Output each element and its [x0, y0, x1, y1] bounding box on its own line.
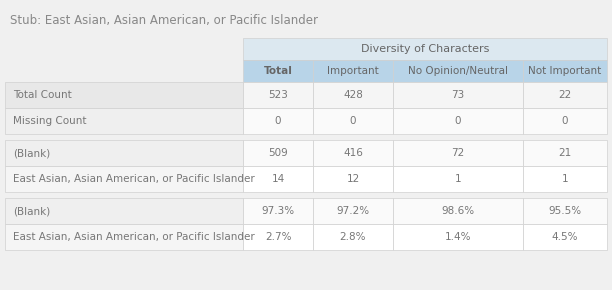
Bar: [313, 224, 393, 250]
Text: 95.5%: 95.5%: [548, 206, 581, 216]
Text: 22: 22: [558, 90, 572, 100]
Text: 0: 0: [455, 116, 461, 126]
Text: 523: 523: [268, 90, 288, 100]
Bar: [243, 166, 313, 192]
Bar: [243, 140, 313, 166]
Text: 14: 14: [271, 174, 285, 184]
Bar: [243, 198, 313, 224]
Bar: [5, 82, 243, 108]
Bar: [5, 60, 243, 82]
Bar: [313, 108, 393, 134]
Text: 0: 0: [275, 116, 282, 126]
Bar: [393, 140, 523, 166]
Bar: [523, 60, 607, 82]
Bar: [313, 166, 393, 192]
Text: Important: Important: [327, 66, 379, 76]
Bar: [393, 60, 523, 82]
Bar: [5, 140, 243, 166]
Text: Total Count: Total Count: [13, 90, 72, 100]
Text: 2.7%: 2.7%: [265, 232, 291, 242]
Text: 428: 428: [343, 90, 363, 100]
Text: 2.8%: 2.8%: [340, 232, 366, 242]
Text: Missing Count: Missing Count: [13, 116, 86, 126]
Text: 0: 0: [349, 116, 356, 126]
Bar: [393, 82, 523, 108]
Bar: [5, 38, 243, 60]
Text: Stub: East Asian, Asian American, or Pacific Islander: Stub: East Asian, Asian American, or Pac…: [10, 14, 318, 27]
Bar: [313, 82, 393, 108]
Text: 98.6%: 98.6%: [441, 206, 474, 216]
Bar: [523, 108, 607, 134]
Text: 1: 1: [455, 174, 461, 184]
Text: 21: 21: [558, 148, 572, 158]
Bar: [243, 82, 313, 108]
Text: Not Important: Not Important: [528, 66, 602, 76]
Bar: [243, 60, 313, 82]
Bar: [243, 224, 313, 250]
Bar: [313, 198, 393, 224]
Bar: [523, 224, 607, 250]
Text: (Blank): (Blank): [13, 148, 50, 158]
Bar: [523, 82, 607, 108]
Text: 97.3%: 97.3%: [261, 206, 294, 216]
Text: East Asian, Asian American, or Pacific Islander: East Asian, Asian American, or Pacific I…: [13, 232, 255, 242]
Text: (Blank): (Blank): [13, 206, 50, 216]
Bar: [313, 60, 393, 82]
Text: East Asian, Asian American, or Pacific Islander: East Asian, Asian American, or Pacific I…: [13, 174, 255, 184]
Bar: [523, 198, 607, 224]
Bar: [5, 198, 243, 224]
Text: Diversity of Characters: Diversity of Characters: [361, 44, 489, 54]
Bar: [5, 224, 243, 250]
Bar: [523, 140, 607, 166]
Text: 1: 1: [562, 174, 569, 184]
Bar: [5, 108, 243, 134]
Bar: [393, 224, 523, 250]
Text: Total: Total: [264, 66, 293, 76]
Bar: [5, 166, 243, 192]
Text: 12: 12: [346, 174, 360, 184]
Text: 73: 73: [452, 90, 465, 100]
Bar: [393, 198, 523, 224]
Bar: [393, 108, 523, 134]
Bar: [393, 166, 523, 192]
Bar: [313, 140, 393, 166]
Text: No Opinion/Neutral: No Opinion/Neutral: [408, 66, 508, 76]
Text: 72: 72: [452, 148, 465, 158]
Text: 509: 509: [268, 148, 288, 158]
Bar: [243, 38, 607, 60]
Text: 4.5%: 4.5%: [552, 232, 578, 242]
Text: 0: 0: [562, 116, 569, 126]
Bar: [523, 166, 607, 192]
Text: 1.4%: 1.4%: [445, 232, 471, 242]
Bar: [243, 108, 313, 134]
Text: 97.2%: 97.2%: [337, 206, 370, 216]
Text: 416: 416: [343, 148, 363, 158]
